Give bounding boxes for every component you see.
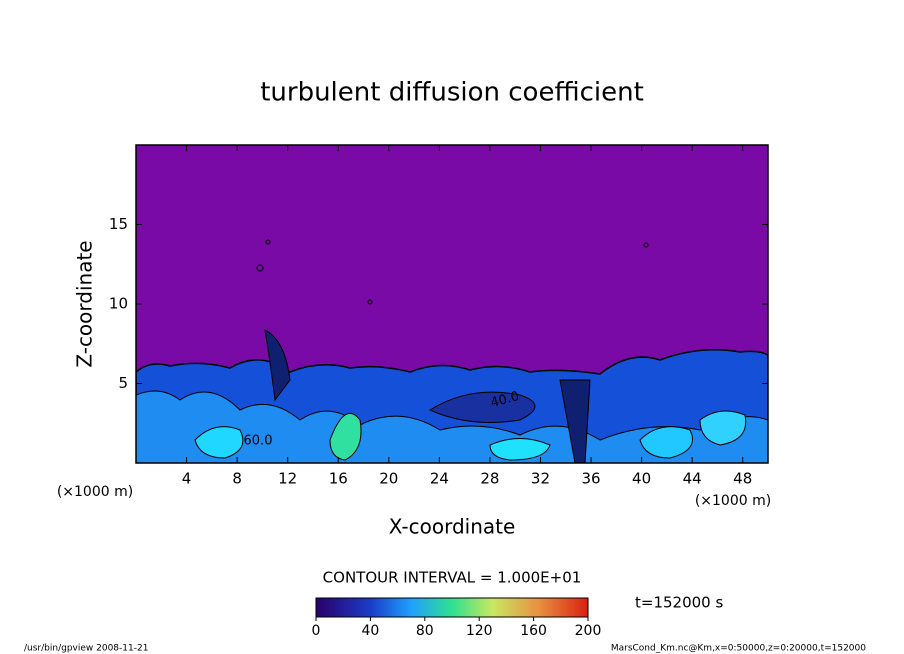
colorbar-tick-label: 200 xyxy=(575,623,602,639)
contour-interval: CONTOUR INTERVAL = 1.000E+01 xyxy=(323,569,582,587)
x-tick-label: 4 xyxy=(182,470,192,488)
x-tick-label: 44 xyxy=(683,470,702,488)
y-tick-label: 15 xyxy=(109,215,128,233)
x-tick-label: 8 xyxy=(232,470,242,488)
y-tick-label: 5 xyxy=(118,374,128,392)
footer-left: /usr/bin/gpview 2008-11-21 xyxy=(24,644,148,654)
x-tick-label: 20 xyxy=(379,470,398,488)
time-label: t=152000 s xyxy=(635,594,723,612)
x-unit-label: (×1000 m) xyxy=(695,493,771,509)
x-tick-label: 36 xyxy=(581,470,600,488)
chart-title: turbulent diffusion coefficient xyxy=(260,78,644,108)
x-axis-label: X-coordinate xyxy=(389,515,516,539)
x-tick-label: 12 xyxy=(278,470,297,488)
x-unit-label: (×1000 m) xyxy=(57,484,133,500)
y-tick-label: 10 xyxy=(109,295,128,313)
x-tick-label: 24 xyxy=(430,470,449,488)
x-tick-label: 40 xyxy=(632,470,651,488)
contour-field xyxy=(136,145,768,463)
x-tick-label: 28 xyxy=(480,470,499,488)
colorbar-tick-label: 0 xyxy=(312,623,321,639)
colorbar-tick-label: 40 xyxy=(361,623,379,639)
colorbar-tick-label: 120 xyxy=(466,623,493,639)
x-tick-label: 16 xyxy=(329,470,348,488)
x-tick-label: 48 xyxy=(733,470,752,488)
x-tick-label: 32 xyxy=(531,470,550,488)
contour-label: 60.0 xyxy=(244,434,273,449)
y-axis-label: Z-coordinate xyxy=(73,240,97,367)
colorbar xyxy=(315,597,589,618)
footer-right: MarsCond_Km.nc@Km,x=0:50000,z=0:20000,t=… xyxy=(611,644,866,654)
colorbar-tick-label: 160 xyxy=(520,623,547,639)
colorbar-tick-label: 80 xyxy=(416,623,434,639)
contour-label: 40.0 xyxy=(489,389,521,411)
